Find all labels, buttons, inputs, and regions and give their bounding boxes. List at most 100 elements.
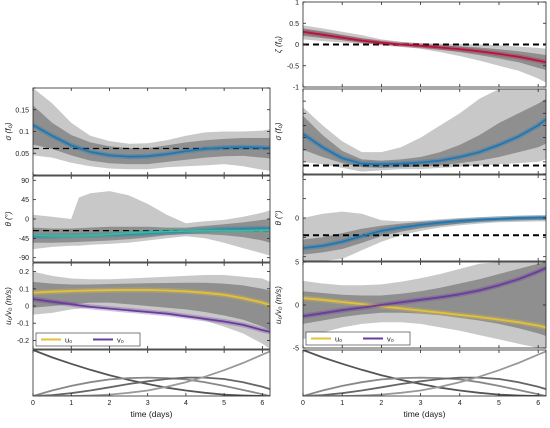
axes-frame xyxy=(302,349,547,397)
y-tick-label: 5 xyxy=(295,260,299,267)
legend: u₀ v₀ xyxy=(35,332,141,347)
uncertainty-band-1 xyxy=(303,262,546,348)
y-tick-label: 45 xyxy=(21,197,29,204)
plot-area xyxy=(303,350,546,396)
plot-content xyxy=(303,262,546,348)
legend-box xyxy=(35,332,141,347)
series-line-1 xyxy=(303,216,546,249)
x-axis-label: time (days) xyxy=(403,409,445,419)
uncertainty-band-1 xyxy=(33,88,270,171)
basis-curve-2 xyxy=(303,376,546,396)
y-tick-label: -1 xyxy=(293,85,299,92)
axes-frame xyxy=(32,349,271,397)
plot-area xyxy=(33,350,270,396)
y-tick-label: 0.15 xyxy=(15,107,29,114)
basis-curve-1 xyxy=(33,350,270,396)
uncertainty-band-1 xyxy=(33,191,270,256)
y-tick-label: -45 xyxy=(19,236,29,243)
y-axis-label: θ (°) xyxy=(274,210,283,225)
panel-right-sigma: σ (f₀) xyxy=(274,88,547,175)
y-tick-label: 90 xyxy=(21,178,29,185)
y-axis-label: σ (f₀) xyxy=(4,122,13,140)
x-tick-label: 4 xyxy=(184,400,188,407)
uncertainty-band-2 xyxy=(33,105,270,165)
plot-content xyxy=(303,350,546,396)
y-tick-label: 0 xyxy=(295,216,299,223)
panel-left-theta: -90 -45 0 45 90 θ (°) xyxy=(4,175,271,263)
y-tick-label: -5 xyxy=(293,346,299,353)
legend-label: u₀ xyxy=(65,336,72,345)
x-tick-label: 0 xyxy=(301,400,305,407)
x-axis-label: time (days) xyxy=(130,409,172,419)
plot-area xyxy=(33,176,270,262)
basis-curve-1 xyxy=(303,350,546,396)
basis-curve-3 xyxy=(33,376,270,396)
panel-right-zeta: -1 -0.5 0 0.5 1 ζ (f₀) xyxy=(274,0,547,92)
uncertainty-band-1 xyxy=(303,25,546,83)
series-line-1 xyxy=(303,118,546,166)
x-tick-label: 4 xyxy=(458,400,462,407)
x-tick-label: 5 xyxy=(222,400,226,407)
legend-label: v₀ xyxy=(387,335,394,344)
plot-content xyxy=(33,88,270,171)
x-tick-label: 0 xyxy=(31,400,35,407)
y-tick-label: 1 xyxy=(295,0,299,7)
panel-right-basis: 0 1 2 3 4 5 6 time (days) xyxy=(301,349,547,419)
x-tick-label: 6 xyxy=(260,400,264,407)
series-line-series-2 xyxy=(303,267,546,318)
y-axis-label: u₀/v₀ (m/s) xyxy=(4,287,13,325)
plot-content xyxy=(303,89,546,172)
y-tick-label: -0.5 xyxy=(287,63,299,70)
series-line-series-1 xyxy=(303,297,546,329)
series-line-series-1 xyxy=(33,289,270,306)
y-tick-label: 0.2 xyxy=(19,269,29,276)
uncertainty-band-2 xyxy=(33,219,270,243)
plot-area xyxy=(303,89,546,174)
plot-area xyxy=(33,88,270,175)
y-tick-label: -90 xyxy=(19,255,29,262)
panel-left-uv: -0.2 -0.1 0 0.1 0.2 u₀/v₀ (m/s) u₀ v₀ xyxy=(4,262,271,350)
legend-label: v₀ xyxy=(117,336,124,345)
plot-content xyxy=(303,211,546,261)
legend: u₀ v₀ xyxy=(305,331,411,346)
basis-curve-2 xyxy=(33,376,270,396)
y-tick-label: 0 xyxy=(25,304,29,311)
plot-content xyxy=(303,25,546,83)
y-axis-label: u₀/v₀ (m/s) xyxy=(274,286,283,324)
uncertainty-band-1 xyxy=(303,211,546,261)
legend-label: u₀ xyxy=(335,335,342,344)
plot-content xyxy=(33,191,270,256)
y-tick-label: 0.05 xyxy=(15,151,29,158)
panel-left-sigma: 0.05 0.1 0.15 σ (f₀) xyxy=(4,87,271,176)
uncertainty-band-2 xyxy=(303,28,546,70)
y-axis-label: σ (f₀) xyxy=(274,122,283,140)
x-tick-label: 3 xyxy=(146,400,150,407)
x-tick-label: 2 xyxy=(107,400,111,407)
y-tick-label: 0 xyxy=(295,303,299,310)
panel-right-uv: -5 0 5 u₀/v₀ (m/s) u₀ v₀ xyxy=(274,260,547,353)
x-tick-label: 1 xyxy=(69,400,73,407)
y-tick-label: 0 xyxy=(295,42,299,49)
series-line-2 xyxy=(33,229,270,237)
y-tick-label: 0 xyxy=(25,217,29,224)
plot-content xyxy=(33,271,270,349)
axes-frame xyxy=(302,88,547,175)
x-tick-label: 3 xyxy=(419,400,423,407)
basis-curve-3 xyxy=(303,376,546,396)
series-line-1 xyxy=(303,30,546,64)
x-tick-label: 5 xyxy=(497,400,501,407)
series-line-series-2 xyxy=(33,298,270,333)
x-tick-label: 2 xyxy=(379,400,383,407)
uncertainty-band-1 xyxy=(303,89,546,172)
y-tick-label: -0.2 xyxy=(17,338,29,345)
x-tick-label: 1 xyxy=(340,400,344,407)
legend-box xyxy=(305,331,411,346)
panel-right-theta: 0 θ (°) xyxy=(274,174,547,262)
y-tick-label: 0.1 xyxy=(19,286,29,293)
x-tick-label: 6 xyxy=(536,400,540,407)
panel-left-basis: 0 1 2 3 4 5 6 time (days) xyxy=(31,349,271,419)
y-tick-label: 0.1 xyxy=(19,129,29,136)
y-tick-label: -0.1 xyxy=(17,321,29,328)
y-axis-label: θ (°) xyxy=(4,211,13,226)
